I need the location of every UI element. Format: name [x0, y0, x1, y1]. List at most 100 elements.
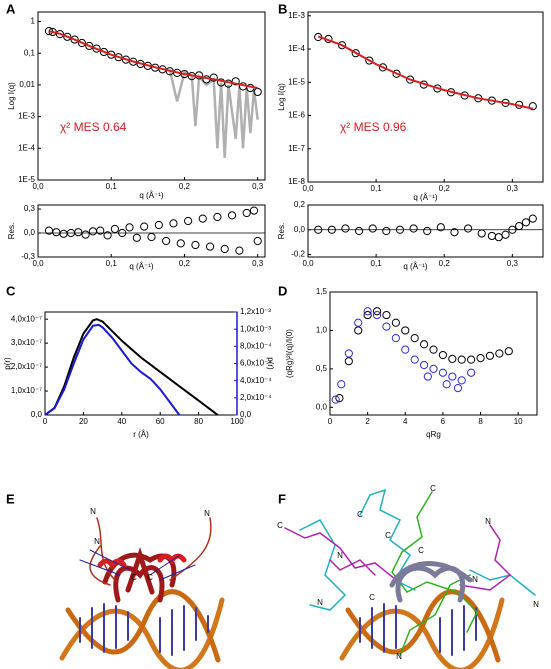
- data-point: [485, 351, 495, 360]
- data-point: [198, 214, 207, 223]
- x-tick-label: 40: [117, 417, 126, 426]
- plot-frame: [307, 11, 544, 183]
- terminus-label: N: [94, 537, 100, 546]
- terminus-label: C: [131, 573, 137, 582]
- data-point: [314, 225, 323, 234]
- terminus-label: N: [485, 517, 491, 526]
- x-tick-label: 20: [79, 417, 88, 426]
- plot-frame: [307, 204, 544, 258]
- y-tick-label: 3,0x10⁻⁷: [11, 338, 42, 347]
- data-point: [253, 87, 262, 97]
- data-point: [249, 206, 259, 215]
- x-tick-label: 0,1: [106, 259, 118, 268]
- data-point: [351, 49, 360, 58]
- y-axis-label: Res.: [7, 223, 16, 239]
- data-point: [92, 44, 101, 53]
- data-point: [501, 230, 510, 239]
- data-point: [59, 229, 68, 238]
- panel-label: D: [278, 283, 287, 298]
- y-tick-label: 2,0x10⁻⁷: [11, 362, 42, 371]
- data-point: [96, 226, 105, 235]
- data-line: [44, 323, 181, 416]
- x-tick-label: 100: [230, 417, 244, 426]
- data-point: [125, 223, 134, 232]
- plot-frame: [329, 291, 538, 416]
- data-point: [372, 307, 382, 316]
- y2-tick-label: 4,0x10⁻⁴: [240, 376, 272, 385]
- data-point: [154, 220, 163, 230]
- data-point: [401, 345, 410, 354]
- terminus-label: N: [204, 509, 210, 518]
- y-tick-label: 1E-3: [288, 11, 305, 20]
- data-point: [341, 224, 350, 233]
- data-point: [448, 354, 457, 363]
- x-tick-label: 0,0: [302, 184, 314, 193]
- y-tick-label: 1E-4: [288, 44, 305, 53]
- protein-sticks: [79, 549, 196, 581]
- data-point: [231, 77, 240, 86]
- y-axis-label: Log I(q): [7, 82, 16, 110]
- data-point: [337, 380, 346, 389]
- chain-magenta: [284, 524, 512, 591]
- y-tick-label: -0,2: [291, 250, 305, 259]
- data-point: [118, 228, 127, 238]
- terminus-label: N: [472, 575, 478, 584]
- data-point: [140, 222, 149, 231]
- y-tick-label: 0,1: [24, 48, 36, 57]
- x-tick-label: 0,1: [371, 184, 383, 193]
- data-point: [327, 225, 336, 234]
- y-tick-label: 0,0: [31, 410, 43, 419]
- data-point: [372, 310, 382, 320]
- data-point: [52, 228, 61, 237]
- data-point: [110, 224, 119, 234]
- terminus-label: C: [147, 573, 153, 582]
- data-point: [99, 47, 109, 57]
- data-point: [382, 226, 391, 236]
- data-point: [477, 229, 486, 238]
- y-tick-label: 0,2: [294, 200, 306, 209]
- data-point: [70, 35, 79, 44]
- data-point: [354, 318, 363, 327]
- data-point: [515, 221, 524, 231]
- terminus-label: C: [369, 593, 375, 602]
- data-point: [419, 360, 429, 370]
- data-point: [81, 230, 90, 239]
- x-tick-label: 0: [328, 417, 333, 426]
- data-point: [423, 372, 432, 381]
- y-tick-label: 1E-5: [288, 77, 305, 86]
- data-point: [213, 212, 222, 222]
- dna-strand: [339, 597, 505, 669]
- data-point: [495, 349, 504, 358]
- y-axis-label: p(r): [3, 357, 12, 370]
- x-tick-label: 2: [365, 417, 370, 426]
- panel-label: E: [6, 491, 15, 506]
- panel-label: C: [6, 283, 16, 298]
- data-point: [391, 334, 400, 343]
- data-point: [453, 383, 463, 393]
- y-tick-label: 0,0: [24, 228, 36, 237]
- data-point: [438, 368, 448, 377]
- data-point: [74, 228, 83, 237]
- x-tick-label: 10: [514, 417, 523, 426]
- y-tick-label: 1,0: [316, 326, 328, 335]
- data-point: [457, 355, 466, 364]
- data-point: [205, 242, 215, 251]
- x-tick-label: 0,3: [252, 182, 264, 191]
- y-tick-label: 0,0: [294, 225, 306, 234]
- data-point: [410, 334, 419, 343]
- plot-frame: [37, 11, 266, 181]
- data-point: [337, 41, 347, 50]
- data-point: [227, 211, 237, 220]
- data-point: [363, 307, 372, 316]
- y-tick-label: 1E-3: [18, 112, 35, 121]
- data-point: [88, 227, 98, 236]
- data-point: [442, 380, 451, 389]
- data-point: [467, 368, 476, 377]
- dna-strand: [59, 597, 225, 669]
- panel-label: B: [278, 1, 287, 16]
- data-point: [235, 246, 244, 255]
- y-axis-label: (qRg)²I(q)/I(0): [285, 329, 294, 378]
- data-point: [429, 364, 438, 373]
